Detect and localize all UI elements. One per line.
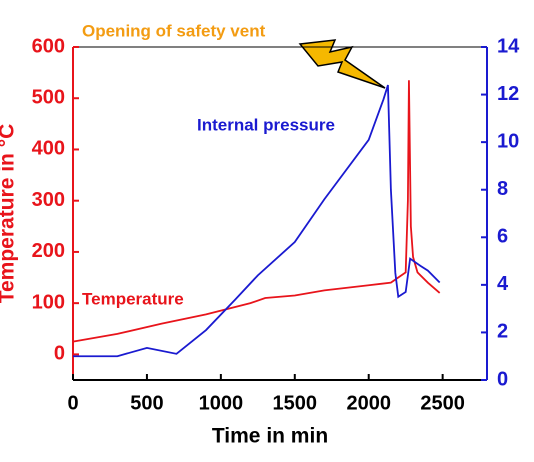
y-tick-label: 400 xyxy=(32,138,65,160)
x-tick-label: 1500 xyxy=(273,392,318,414)
y2-tick-label: 2 xyxy=(497,321,508,343)
y-axis-label: Temperature in °C xyxy=(0,124,19,304)
y2-tick-label: 12 xyxy=(497,83,519,105)
y-tick-label: 200 xyxy=(32,240,65,262)
y2-tick-label: 4 xyxy=(497,273,509,295)
x-tick-label: 1000 xyxy=(199,392,244,414)
y2-tick-label: 0 xyxy=(497,368,508,390)
annotation: Temperature xyxy=(82,289,184,308)
x-tick-label: 2000 xyxy=(346,392,391,414)
y-tick-label: 500 xyxy=(32,87,65,109)
y2-tick-label: 10 xyxy=(497,130,519,152)
y2-tick-label: 8 xyxy=(497,178,508,200)
y-tick-label: 600 xyxy=(32,35,65,57)
annotation: Internal pressure xyxy=(197,115,335,134)
x-tick-label: 500 xyxy=(130,392,163,414)
y-tick-label: 0 xyxy=(54,343,65,365)
y2-tick-label: 14 xyxy=(497,35,520,57)
data-line xyxy=(72,80,441,343)
data-line xyxy=(73,84,441,358)
y2-tick-label: 6 xyxy=(497,226,508,248)
y-tick-label: 300 xyxy=(32,189,65,211)
lightning-icon xyxy=(298,39,386,89)
annotation: Opening of safety vent xyxy=(82,21,266,40)
x-tick-label: 0 xyxy=(67,392,78,414)
x-tick-label: 2500 xyxy=(420,392,465,414)
y-tick-label: 100 xyxy=(32,291,65,313)
x-axis-label: Time in min xyxy=(212,425,328,448)
